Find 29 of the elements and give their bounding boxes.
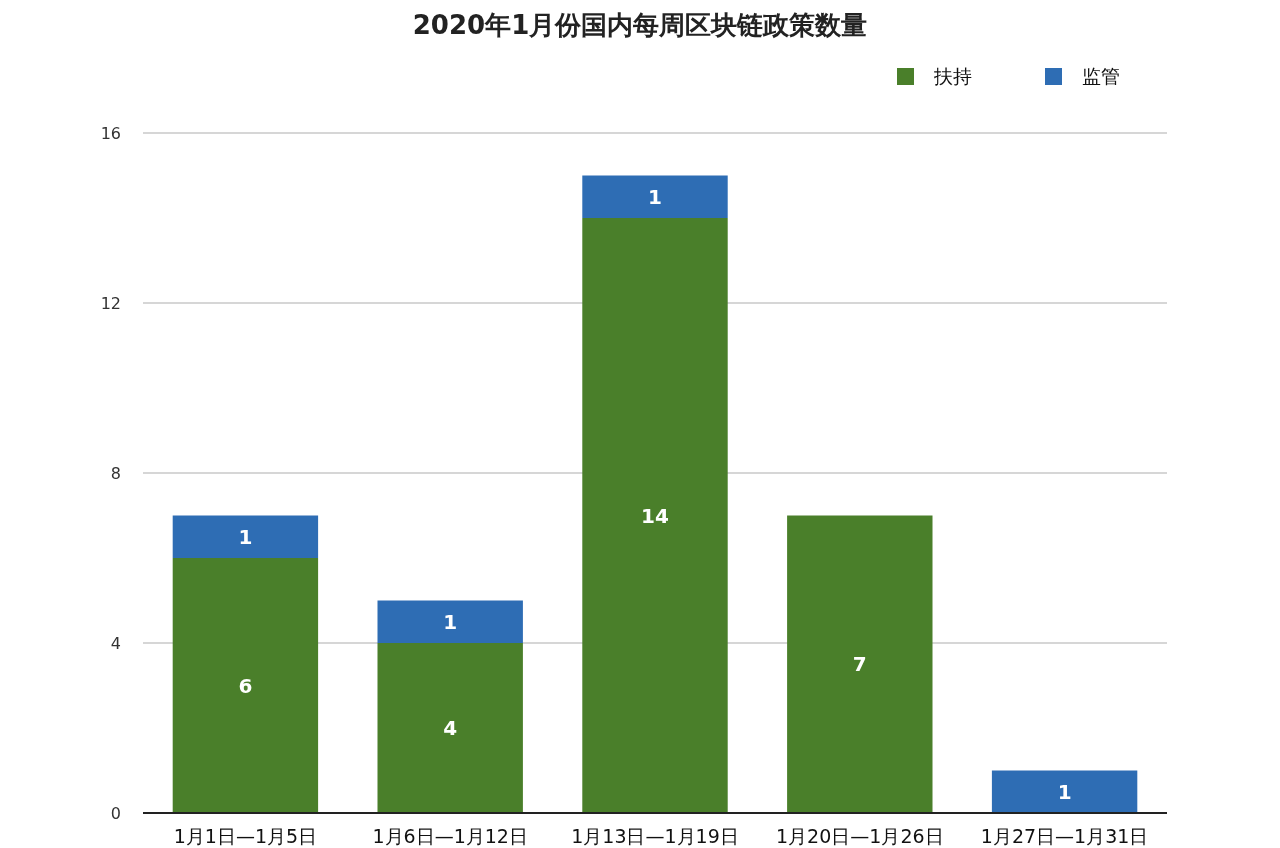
y-tick-label: 0 <box>110 804 121 823</box>
bar <box>377 643 523 813</box>
x-tick-label: 1月13日—1月19日 <box>571 825 739 847</box>
x-tick-label: 1月1日—1月5日 <box>173 825 318 847</box>
bar <box>787 515 933 813</box>
x-tick-label: 1月6日—1月12日 <box>372 825 528 847</box>
legend-label: 扶持 <box>933 65 972 87</box>
data-label: 1 <box>443 609 458 634</box>
data-label: 1 <box>238 524 253 549</box>
legend-label: 监管 <box>1082 65 1120 87</box>
data-label: 7 <box>852 652 867 677</box>
chart-title: 2020年1月份国内每周区块链政策数量 <box>412 10 868 40</box>
y-tick-label: 12 <box>100 294 121 313</box>
data-label: 1 <box>648 184 662 209</box>
bar <box>582 218 728 813</box>
bar <box>172 558 319 813</box>
bar <box>377 600 523 643</box>
y-tick-label: 16 <box>100 124 121 143</box>
data-label: 6 <box>238 673 253 698</box>
data-label: 1 <box>1057 779 1072 804</box>
x-tick-label: 1月27日—1月31日 <box>980 825 1149 847</box>
x-tick-label: 1月20日—1月26日 <box>776 825 944 847</box>
data-label: 4 <box>443 716 458 740</box>
bar <box>172 515 319 558</box>
y-tick-label: 4 <box>110 634 121 653</box>
y-tick-label: 8 <box>110 464 121 483</box>
bar <box>991 770 1138 813</box>
data-label: 14 <box>641 503 669 528</box>
bar <box>582 175 728 218</box>
